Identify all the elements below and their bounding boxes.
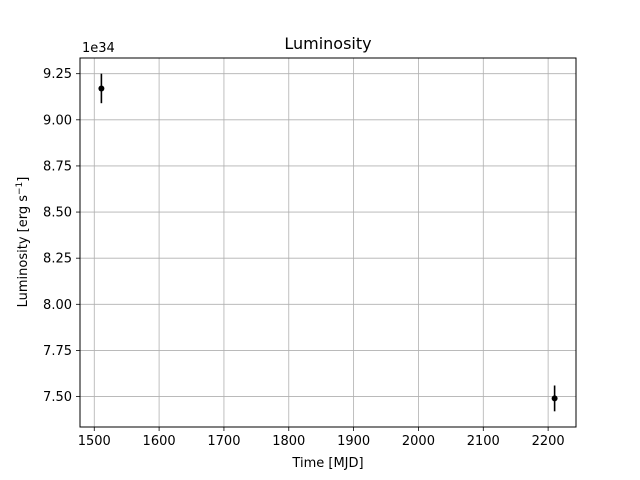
- y-axis-label-end: ]: [16, 177, 31, 182]
- x-tick-label: 1600: [143, 434, 176, 449]
- y-tick-label: 8.50: [43, 206, 72, 221]
- x-tick-label: 2100: [467, 434, 500, 449]
- x-tick-label: 2200: [532, 434, 565, 449]
- y-tick-label: 8.75: [43, 159, 72, 174]
- y-tick-label: 7.75: [43, 344, 72, 359]
- y-offset-label: 1e34: [82, 41, 115, 56]
- y-axis-label: Luminosity [erg s−1]: [15, 177, 31, 308]
- x-tick-label: 1500: [78, 434, 111, 449]
- y-tick-label: 9.00: [43, 113, 72, 128]
- axes-frame: [79, 57, 577, 428]
- y-tick-label: 8.00: [43, 298, 72, 313]
- x-tick-label: 1700: [207, 434, 240, 449]
- y-tick-label: 7.50: [43, 390, 72, 405]
- x-tick-label: 1900: [337, 434, 370, 449]
- data-points: [98, 73, 558, 412]
- chart-title: Luminosity: [284, 34, 371, 53]
- x-tick-label: 2000: [402, 434, 435, 449]
- x-axis-label: Time [MJD]: [291, 456, 363, 471]
- x-tick-label: 1800: [272, 434, 305, 449]
- y-tick-label: 8.25: [43, 252, 72, 267]
- y-tick-label: 9.25: [43, 67, 72, 82]
- data-point: [98, 85, 105, 92]
- y-axis-label-main: Luminosity [erg s: [16, 195, 31, 308]
- y-axis-label-superscript: −1: [15, 182, 25, 195]
- grid-lines: [80, 58, 576, 427]
- data-point: [551, 395, 558, 402]
- axis-ticks: 1500 1600 1700 1800 1900 2000 2100 2200 7.50 7.75…: [43, 67, 565, 449]
